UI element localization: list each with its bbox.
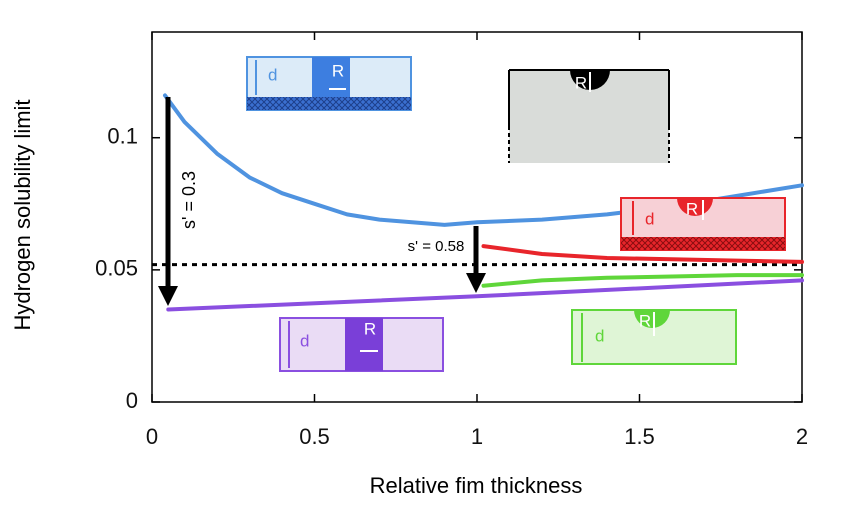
inset-label: d — [595, 326, 604, 345]
x-tick-label: 0 — [146, 424, 158, 449]
inset-label: d — [645, 209, 654, 228]
inset-label: R — [686, 199, 698, 218]
x-tick-label: 0.5 — [299, 424, 330, 449]
inset-gray: R — [508, 69, 670, 163]
inset-label: d — [300, 331, 309, 350]
x-axis-title: Relative fim thickness — [370, 473, 583, 498]
annotation: s' = 0.58 — [408, 238, 465, 255]
inset-label: R — [575, 73, 587, 92]
line-series — [481, 244, 804, 264]
x-tick-label: 2 — [796, 424, 808, 449]
annotation: s' = 0.3 — [179, 171, 199, 229]
y-tick-label: 0.05 — [95, 256, 138, 281]
inset-red: d R — [620, 197, 786, 251]
inset-label: d — [268, 65, 277, 84]
line-series — [166, 278, 804, 312]
inset-label: R — [332, 61, 344, 80]
inset-green: d R — [571, 309, 737, 365]
y-axis-title: Hydrogen solubility limit — [10, 99, 35, 330]
inset-blue: d R — [246, 56, 412, 111]
y-tick-label: 0.1 — [107, 124, 138, 149]
inset-label: R — [364, 319, 376, 338]
inset-purple: d R — [279, 317, 444, 372]
x-tick-label: 1 — [471, 424, 483, 449]
x-tick-label: 1.5 — [624, 424, 655, 449]
line-series — [481, 273, 804, 288]
inset-label: R — [639, 311, 651, 330]
y-tick-label: 0 — [126, 388, 138, 413]
